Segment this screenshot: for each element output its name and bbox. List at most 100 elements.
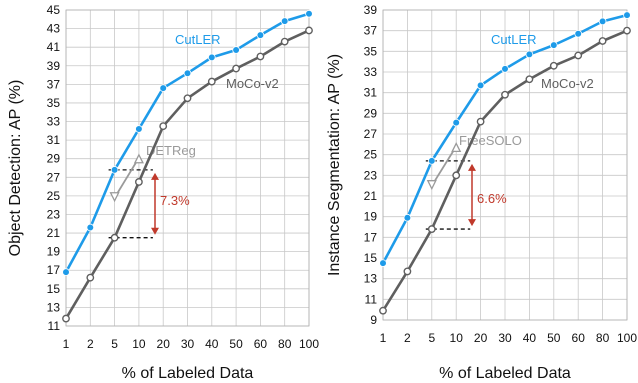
x-tick-label: 10 [450, 331, 464, 345]
cutler-data-point [623, 11, 631, 19]
moco-data-point [280, 37, 289, 46]
y-tick-label: 43 [47, 22, 61, 36]
y-tick-label: 25 [364, 148, 378, 162]
baseline-series-line [113, 157, 140, 199]
x-tick-label: 20 [157, 337, 171, 351]
moco-data-point [159, 122, 168, 131]
baseline-point-start [109, 192, 120, 203]
y-tick-label: 11 [365, 292, 378, 306]
cutler-data-point [183, 69, 192, 77]
x-tick-label: 2 [404, 331, 411, 345]
y-tick-label: 35 [47, 96, 61, 110]
moco-data-point [452, 171, 461, 180]
cutler-data-point [280, 17, 289, 25]
y-tick-label: 19 [47, 245, 61, 259]
y-axis-label: Instance Segmentation: AP (%) [326, 54, 343, 276]
y-tick-label: 31 [47, 133, 61, 147]
x-tick-label: 1 [63, 337, 70, 351]
moco-data-point [427, 225, 436, 233]
y-tick-label: 21 [364, 189, 378, 203]
x-tick-label: 80 [596, 331, 610, 345]
y-tick-label: 29 [364, 106, 378, 120]
cutler-data-point [110, 166, 119, 174]
y-tick-label: 45 [47, 3, 61, 17]
x-tick-label: 2 [87, 337, 94, 351]
x-tick-label: 60 [572, 331, 586, 345]
annotation-arrow-head-up [151, 172, 159, 180]
cutler-data-point [428, 157, 436, 165]
moco-data-point [62, 314, 70, 323]
cutler-data-point [86, 223, 95, 232]
baseline-point-start [426, 180, 437, 191]
baseline-series-label: DETReg [146, 143, 196, 158]
y-tick-label: 25 [47, 189, 61, 203]
moco-data-point [305, 26, 313, 35]
moco-data-point [232, 64, 241, 73]
cutler-data-point [232, 46, 240, 54]
x-tick-label: 10 [132, 337, 146, 351]
plot-frame [382, 9, 628, 321]
y-tick-label: 39 [47, 59, 61, 73]
cutler-data-point [403, 213, 412, 222]
x-tick-label: 100 [617, 331, 637, 345]
y-tick-label: 15 [47, 282, 61, 296]
cutler-series-label: CutLER [175, 32, 221, 47]
x-tick-label: 60 [254, 337, 268, 351]
y-tick-label: 35 [364, 44, 378, 58]
moco-series-label: MoCo-v2 [541, 76, 594, 91]
moco-data-point [476, 117, 485, 126]
moco-data-point [403, 267, 412, 276]
annotation-delta-label: 6.6% [477, 191, 507, 206]
y-tick-label: 21 [47, 226, 61, 240]
y-tick-label: 37 [47, 77, 61, 91]
cutler-data-point [501, 65, 509, 73]
y-tick-label: 13 [364, 272, 378, 286]
baseline-series-line [431, 145, 457, 187]
moco-data-point [525, 75, 534, 84]
cutler-data-point [476, 81, 485, 90]
moco-data-point [623, 26, 631, 35]
x-tick-label: 50 [547, 331, 561, 345]
y-tick-label: 41 [47, 40, 61, 54]
baseline-point-end [451, 141, 462, 153]
y-tick-label: 31 [364, 86, 378, 100]
moco-data-point [110, 233, 119, 242]
moco-data-point [134, 178, 143, 186]
y-tick-label: 29 [47, 152, 61, 166]
x-axis-label: % of Labeled Data [439, 365, 571, 382]
moco-data-point [256, 52, 265, 61]
cutler-data-point [550, 41, 558, 49]
cutler-data-point [62, 268, 70, 276]
annotation-arrow-head-down [151, 227, 159, 235]
cutler-data-point [256, 31, 265, 39]
cutler-data-point [305, 9, 313, 18]
y-tick-label: 33 [364, 65, 378, 79]
y-tick-label: 23 [47, 207, 61, 221]
x-tick-label: 30 [181, 337, 195, 351]
y-tick-label: 17 [47, 263, 61, 277]
x-tick-label: 30 [498, 331, 512, 345]
cutler-data-point [379, 259, 387, 267]
moco-data-point [207, 77, 216, 86]
annotation-arrow-head-down [468, 219, 476, 227]
moco-series-label: MoCo-v2 [226, 76, 279, 91]
y-tick-label: 27 [47, 170, 61, 184]
y-tick-label: 15 [364, 251, 378, 265]
plot-frame [65, 9, 310, 327]
x-tick-label: 40 [523, 331, 537, 345]
y-tick-label: 19 [364, 210, 378, 224]
cutler-data-point [135, 125, 143, 133]
x-tick-label: 80 [278, 337, 292, 351]
cutler-series-label: CutLER [491, 32, 537, 47]
annotation-delta-label: 7.3% [160, 193, 190, 208]
y-tick-label: 37 [364, 24, 378, 38]
y-tick-label: 27 [364, 127, 378, 141]
y-tick-label: 9 [370, 313, 377, 327]
x-tick-label: 5 [428, 331, 435, 345]
x-tick-label: 50 [229, 337, 243, 351]
cutler-data-point [574, 29, 583, 38]
y-axis-label: Object Detection: AP (%) [7, 80, 24, 257]
grid-lines [382, 9, 628, 321]
